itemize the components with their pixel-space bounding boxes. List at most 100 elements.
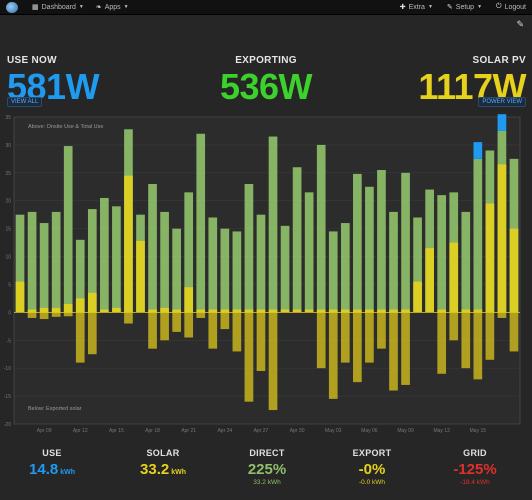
bar-total-use bbox=[63, 146, 73, 313]
use-now-label: USE NOW bbox=[7, 55, 57, 66]
bar-solar-direct bbox=[39, 307, 49, 313]
y-tick-label: -15 bbox=[4, 394, 11, 400]
y-tick-label: -10 bbox=[4, 366, 11, 372]
bar-solar-direct bbox=[485, 203, 495, 313]
total-export: EXPORT -0% -0.0 kWh bbox=[353, 448, 392, 486]
bar-solar-direct bbox=[196, 309, 206, 313]
bar-solar-direct bbox=[15, 281, 25, 313]
bar-solar-direct bbox=[304, 309, 314, 313]
bar-exported bbox=[377, 312, 386, 349]
view-all-button[interactable]: VIEW ALL bbox=[7, 97, 43, 107]
nav-dashboard-label: Dashboard bbox=[41, 3, 76, 11]
bar-total-use bbox=[232, 231, 242, 313]
annotation-below: Below: Exported solar bbox=[28, 406, 82, 412]
bar-total-use bbox=[160, 211, 169, 313]
nav-logout-label: Logout bbox=[504, 3, 526, 11]
nav-setup-label: Setup bbox=[455, 3, 475, 11]
bar-exported bbox=[353, 312, 362, 383]
total-solar-unit: kWh bbox=[171, 469, 186, 476]
y-tick-label: -20 bbox=[4, 422, 11, 428]
bar-solar-direct bbox=[112, 307, 121, 313]
bar-grid-import bbox=[497, 114, 507, 131]
bar-exported bbox=[268, 312, 278, 411]
total-direct-label: DIRECT bbox=[249, 448, 285, 458]
nav-logout[interactable]: ⏻ Logout bbox=[496, 3, 526, 11]
bar-total-use bbox=[75, 239, 85, 313]
total-solar-value: 33.2 kWh bbox=[140, 461, 186, 478]
total-export-sub: -0.0 kWh bbox=[358, 479, 385, 486]
bar-solar-direct bbox=[51, 307, 61, 313]
bar-exported bbox=[473, 312, 483, 380]
daily-energy-chart[interactable]: 35 30 25 20 15 10 5 0 -5 -10 -15 -20 Apr 09 Apr 12 Apr… bbox=[0, 110, 532, 440]
total-grid-label: GRID bbox=[463, 448, 487, 458]
power-view-button[interactable]: POWER VIEW bbox=[478, 97, 526, 107]
bar-exported bbox=[160, 312, 169, 341]
bar-exported bbox=[461, 312, 471, 369]
wrench-icon: ✎ bbox=[446, 4, 453, 11]
pin-icon[interactable]: ✎ bbox=[516, 19, 524, 29]
bar-total-use bbox=[461, 211, 471, 313]
bar-total-use bbox=[208, 217, 218, 313]
nav-extra-menu[interactable]: ✚ Extra ▼ bbox=[399, 3, 433, 12]
total-direct-value: 225% bbox=[247, 461, 287, 478]
total-solar-number: 33.2 bbox=[140, 461, 170, 478]
x-tick-label: May 12 bbox=[433, 428, 450, 434]
total-use-number: 14.8 bbox=[29, 461, 59, 478]
x-tick-label: May 15 bbox=[470, 428, 487, 434]
bar-total-use bbox=[328, 231, 338, 313]
extra-icon: ✚ bbox=[399, 4, 406, 11]
total-use: USE 14.8 kWh bbox=[29, 448, 75, 478]
bar-solar-direct bbox=[220, 309, 230, 313]
bar-exported bbox=[208, 312, 218, 349]
bar-solar-direct bbox=[449, 242, 459, 313]
bar-exported bbox=[256, 312, 266, 371]
bar-solar-direct bbox=[328, 309, 338, 313]
bar-solar-direct bbox=[124, 175, 133, 313]
bar-total-use bbox=[256, 214, 266, 313]
app-logo-icon[interactable] bbox=[6, 1, 18, 13]
bar-total-use bbox=[87, 209, 97, 313]
bar-total-use bbox=[15, 214, 25, 313]
x-tick-label: Apr 09 bbox=[37, 428, 52, 434]
nav-apps-menu[interactable]: ❧ Apps ▼ bbox=[96, 3, 129, 12]
nav-setup-menu[interactable]: ✎ Setup ▼ bbox=[446, 3, 483, 12]
bar-solar-direct bbox=[75, 298, 85, 313]
bar-total-use bbox=[268, 136, 278, 313]
exporting-label: EXPORTING bbox=[235, 55, 297, 66]
x-tick-label: Apr 12 bbox=[73, 428, 88, 434]
bar-total-use bbox=[27, 211, 37, 313]
bar-solar-direct bbox=[148, 309, 157, 313]
bar-exported bbox=[328, 312, 338, 399]
bar-solar-direct bbox=[244, 309, 254, 313]
bar-exported bbox=[401, 312, 410, 385]
bar-solar-direct bbox=[365, 309, 374, 313]
chevron-down-icon: ▼ bbox=[477, 4, 483, 10]
bar-exported bbox=[184, 312, 194, 338]
bar-exported bbox=[389, 312, 398, 391]
bar-total-use bbox=[413, 217, 422, 313]
bar-exported bbox=[232, 312, 242, 352]
x-tick-label: Apr 24 bbox=[217, 428, 232, 434]
bar-solar-direct bbox=[232, 309, 242, 313]
bar-solar-direct bbox=[377, 309, 386, 313]
x-tick-label: May 09 bbox=[397, 428, 414, 434]
totals-bar: USE 14.8 kWh SOLAR 33.2 kWh DIRECT 225% 33… bbox=[0, 446, 532, 500]
bar-total-use bbox=[316, 144, 326, 313]
bar-total-use bbox=[196, 133, 206, 313]
total-direct: DIRECT 225% 33.2 kWh bbox=[248, 448, 286, 486]
annotation-above: Above: Onsite Use & Total Use bbox=[28, 124, 103, 130]
bar-solar-direct bbox=[172, 309, 181, 313]
bar-total-use bbox=[437, 195, 447, 313]
bar-total-use bbox=[100, 197, 109, 313]
total-solar-label: SOLAR bbox=[146, 448, 180, 458]
bar-total-use bbox=[340, 223, 350, 313]
navbar-right: ✚ Extra ▼ ✎ Setup ▼ ⏻ Logout bbox=[386, 3, 526, 11]
bar-solar-direct bbox=[413, 281, 422, 313]
bar-solar-direct bbox=[292, 309, 302, 313]
total-grid-value: -125% bbox=[453, 461, 497, 478]
bar-solar-direct bbox=[184, 287, 194, 313]
bar-total-use bbox=[51, 211, 61, 313]
bar-exported bbox=[75, 312, 85, 363]
bar-solar-direct bbox=[401, 309, 410, 313]
nav-dashboard-menu[interactable]: ▦ Dashboard ▼ bbox=[32, 3, 84, 12]
